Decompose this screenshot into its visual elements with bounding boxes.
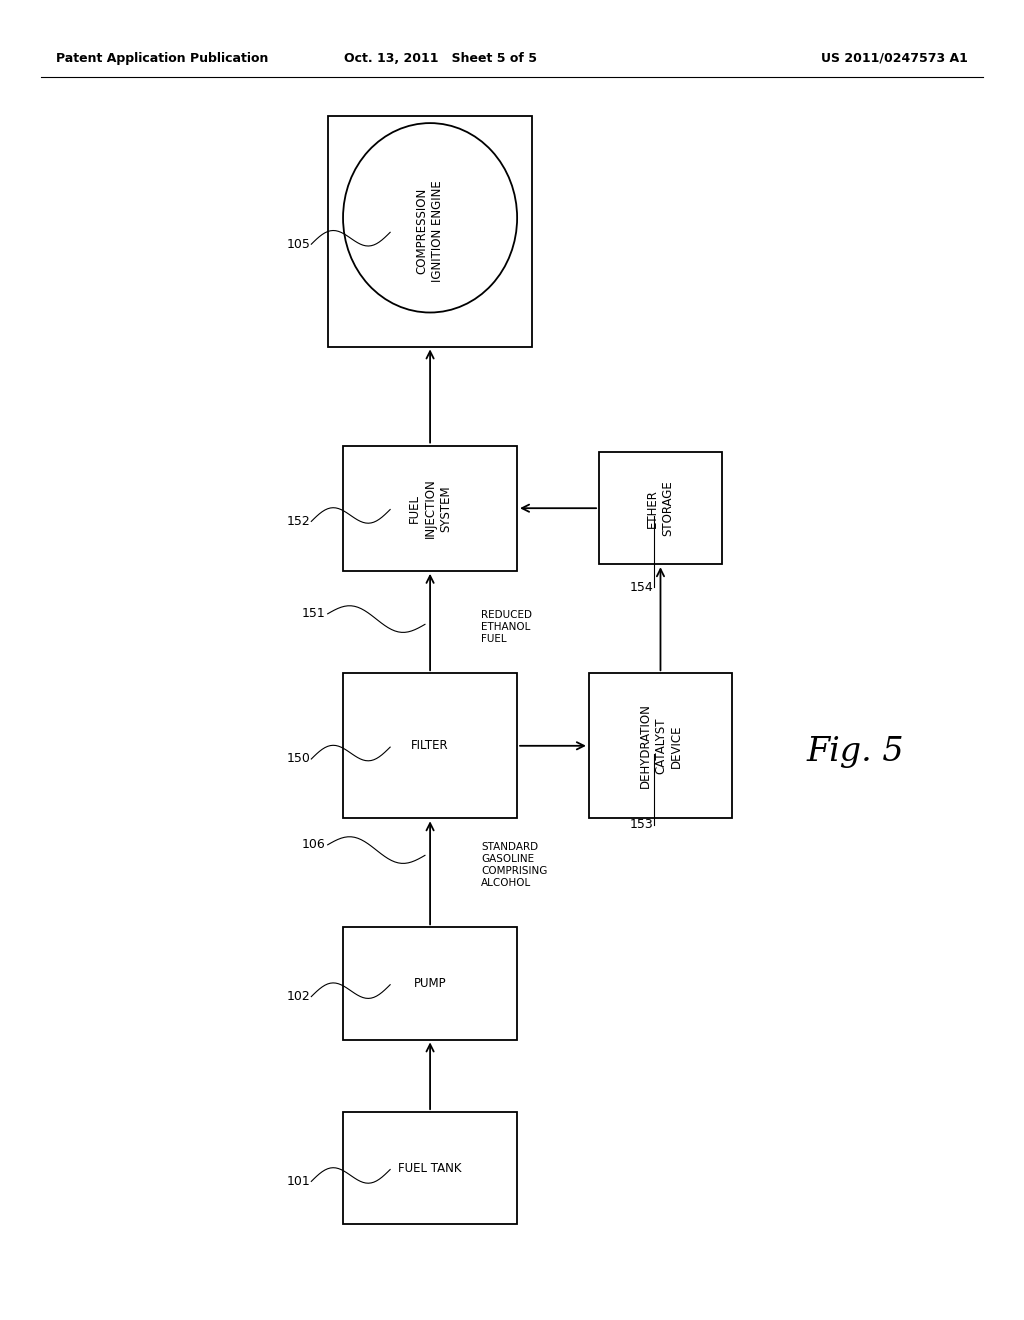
Text: COMPRESSION
IGNITION ENGINE: COMPRESSION IGNITION ENGINE [416,180,444,282]
Bar [328,116,532,347]
Text: Patent Application Publication: Patent Application Publication [56,51,268,65]
Text: FUEL
INJECTION
SYSTEM: FUEL INJECTION SYSTEM [409,478,452,539]
Bar [599,451,722,565]
Bar [343,1111,517,1225]
Bar [589,673,732,818]
Text: 106: 106 [302,838,326,851]
Text: COMPRESSION
IGNITION ENGINE: COMPRESSION IGNITION ENGINE [416,180,444,282]
Text: 150: 150 [287,752,310,766]
Text: REDUCED
ETHANOL
FUEL: REDUCED ETHANOL FUEL [481,610,532,644]
Text: 101: 101 [287,1175,310,1188]
Text: DEHYDRATION
CATALYST
DEVICE: DEHYDRATION CATALYST DEVICE [639,704,682,788]
Text: Fig. 5: Fig. 5 [806,737,904,768]
Text: 105: 105 [287,238,310,251]
Text: 153: 153 [630,818,653,832]
Bar [343,446,517,570]
Text: FUEL TANK: FUEL TANK [398,1162,462,1175]
Bar [343,673,517,818]
Text: PUMP: PUMP [414,977,446,990]
Text: FILTER: FILTER [412,739,449,752]
Text: US 2011/0247573 A1: US 2011/0247573 A1 [821,51,968,65]
Ellipse shape [343,123,517,313]
Text: 102: 102 [287,990,310,1003]
Text: 151: 151 [302,607,326,620]
Bar [343,927,517,1040]
Text: ETHER
STORAGE: ETHER STORAGE [646,480,675,536]
Text: 154: 154 [630,581,653,594]
Text: 152: 152 [287,515,310,528]
Text: STANDARD
GASOLINE
COMPRISING
ALCOHOL: STANDARD GASOLINE COMPRISING ALCOHOL [481,842,548,887]
Text: Oct. 13, 2011   Sheet 5 of 5: Oct. 13, 2011 Sheet 5 of 5 [344,51,537,65]
